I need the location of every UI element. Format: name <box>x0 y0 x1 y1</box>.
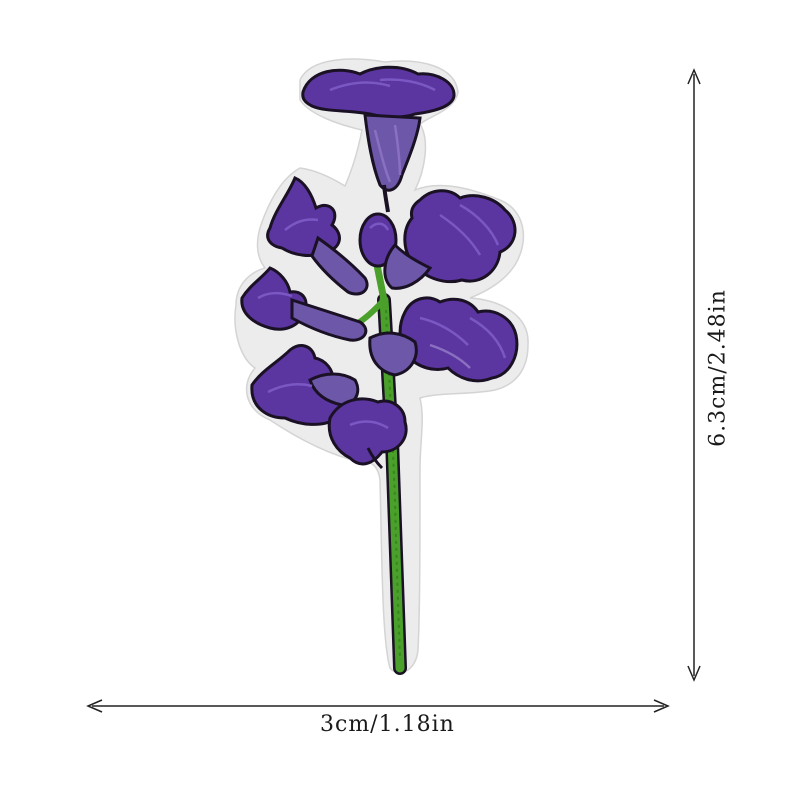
width-label: 3cm/1.18in <box>320 712 455 737</box>
width-dimension-arrow <box>86 699 670 713</box>
flower-upper-left <box>266 176 369 296</box>
flower-center-bud <box>358 212 398 268</box>
flower-upper-right <box>383 189 517 290</box>
flower-middle-left <box>240 266 368 342</box>
height-label: 6.3cm/2.48in <box>705 289 731 447</box>
flower-lower-left <box>250 344 360 426</box>
flower-lower-center <box>327 397 408 470</box>
flower-top <box>301 65 456 213</box>
flower-middle-right <box>368 296 519 383</box>
height-dimension-arrow <box>687 68 701 682</box>
